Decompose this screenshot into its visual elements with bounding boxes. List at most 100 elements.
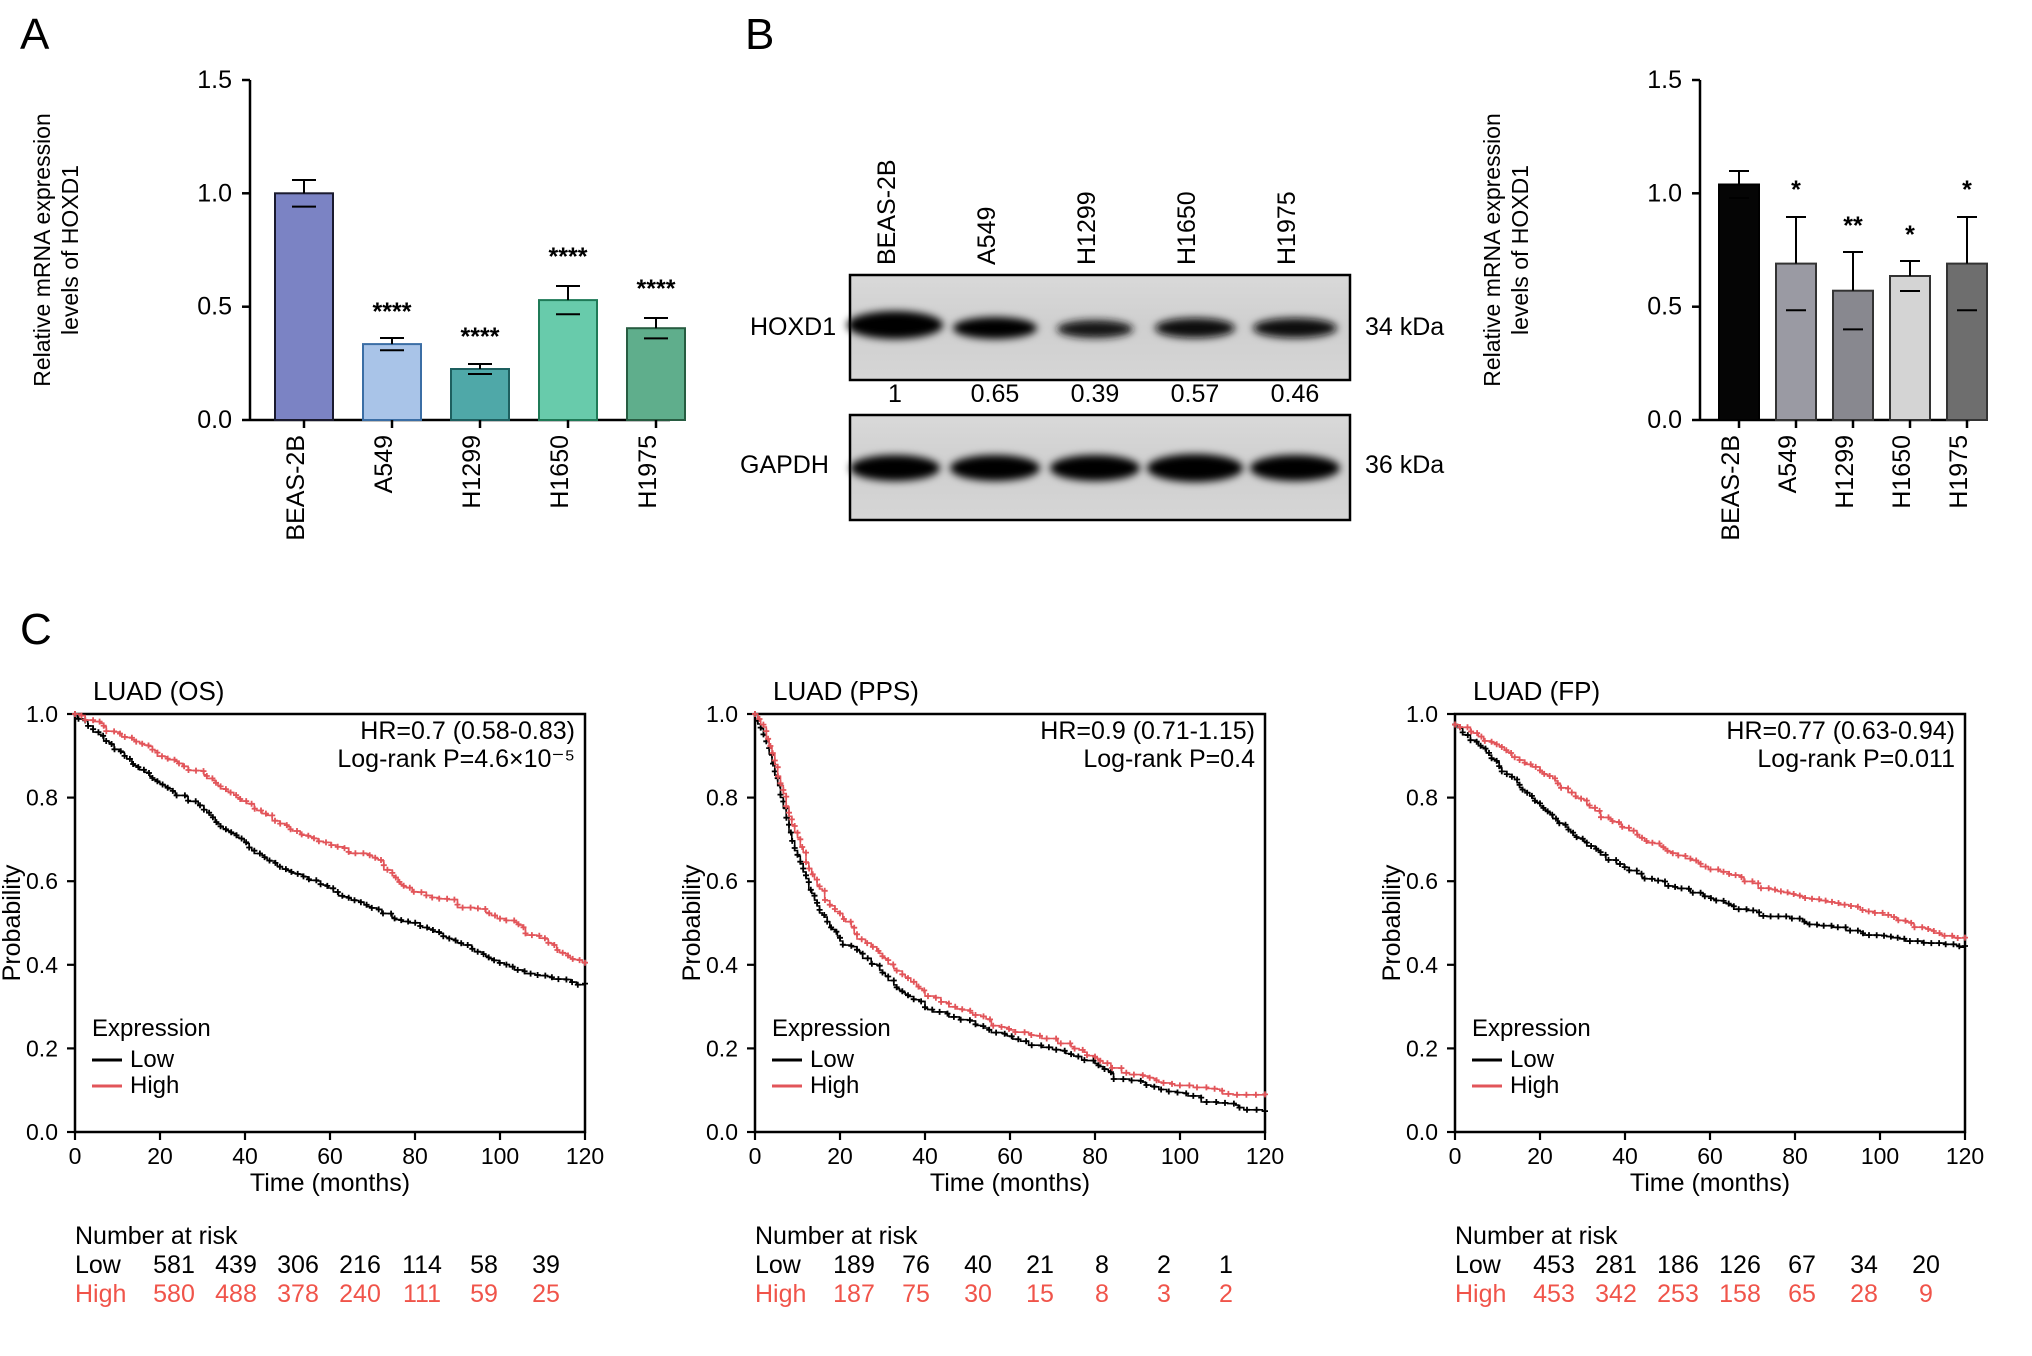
svg-text:H1975: H1975	[634, 435, 662, 509]
svg-text:1.5: 1.5	[1647, 66, 1682, 94]
svg-text:Log-rank P=4.6×10⁻⁵: Log-rank P=4.6×10⁻⁵	[337, 745, 575, 773]
svg-text:0.0: 0.0	[197, 406, 232, 434]
svg-text:Probability: Probability	[1378, 864, 1406, 981]
svg-text:0.2: 0.2	[26, 1035, 58, 1061]
svg-text:High: High	[130, 1072, 179, 1099]
svg-text:120: 120	[1246, 1143, 1284, 1169]
svg-text:LUAD (FP): LUAD (FP)	[1473, 676, 1600, 706]
svg-text:Low: Low	[130, 1046, 175, 1073]
svg-text:0.5: 0.5	[1647, 293, 1682, 321]
svg-text:0.46: 0.46	[1271, 380, 1320, 408]
svg-text:**: **	[1843, 212, 1863, 240]
svg-text:High: High	[810, 1072, 859, 1099]
svg-text:H1650: H1650	[1173, 191, 1201, 265]
svg-text:0.6: 0.6	[1406, 868, 1438, 894]
svg-text:H1299: H1299	[458, 435, 486, 509]
svg-text:HR=0.9 (0.71-1.15): HR=0.9 (0.71-1.15)	[1040, 717, 1255, 745]
svg-text:0.0: 0.0	[1647, 406, 1682, 434]
svg-text:High: High	[1510, 1072, 1559, 1099]
svg-text:60: 60	[1697, 1143, 1723, 1169]
svg-text:100: 100	[1861, 1143, 1899, 1169]
svg-text:****: ****	[549, 243, 588, 271]
svg-text:BEAS-2B: BEAS-2B	[282, 435, 310, 541]
svg-text:Low: Low	[1510, 1046, 1555, 1073]
svg-text:Log-rank P=0.011: Log-rank P=0.011	[1757, 745, 1955, 773]
svg-text:36 kDa: 36 kDa	[1365, 451, 1444, 479]
svg-text:80: 80	[1082, 1143, 1108, 1169]
svg-text:0: 0	[749, 1143, 762, 1169]
svg-text:H1299: H1299	[1073, 191, 1101, 265]
svg-text:A549: A549	[1774, 435, 1802, 493]
svg-text:*: *	[1791, 176, 1801, 204]
svg-text:GAPDH: GAPDH	[740, 451, 829, 479]
svg-text:20: 20	[827, 1143, 853, 1169]
svg-text:0.4: 0.4	[26, 952, 58, 978]
svg-text:****: ****	[637, 275, 676, 303]
svg-text:0: 0	[69, 1143, 82, 1169]
svg-text:Relative mRNA expression: Relative mRNA expression	[1479, 113, 1505, 387]
svg-text:60: 60	[317, 1143, 343, 1169]
svg-text:****: ****	[373, 298, 412, 326]
svg-text:****: ****	[461, 323, 500, 351]
svg-text:20: 20	[147, 1143, 173, 1169]
svg-text:BEAS-2B: BEAS-2B	[873, 159, 901, 265]
svg-text:A549: A549	[370, 435, 398, 493]
svg-text:0.8: 0.8	[1406, 785, 1438, 811]
svg-text:A549: A549	[973, 207, 1001, 265]
svg-text:1.0: 1.0	[706, 701, 738, 727]
svg-text:0.4: 0.4	[1406, 952, 1438, 978]
svg-text:1.0: 1.0	[197, 179, 232, 207]
svg-text:0.8: 0.8	[706, 785, 738, 811]
svg-text:0.39: 0.39	[1071, 380, 1120, 408]
svg-text:0.8: 0.8	[26, 785, 58, 811]
svg-text:0.0: 0.0	[26, 1119, 58, 1145]
svg-text:100: 100	[481, 1143, 519, 1169]
svg-text:120: 120	[1946, 1143, 1984, 1169]
svg-text:100: 100	[1161, 1143, 1199, 1169]
svg-text:1.0: 1.0	[1406, 701, 1438, 727]
svg-text:H1975: H1975	[1273, 191, 1301, 265]
svg-text:40: 40	[912, 1143, 938, 1169]
svg-text:H1299: H1299	[1831, 435, 1859, 509]
svg-text:H1650: H1650	[546, 435, 574, 509]
svg-text:1.5: 1.5	[197, 66, 232, 94]
svg-text:Relative mRNA expression: Relative mRNA expression	[29, 113, 55, 387]
svg-text:Time (months): Time (months)	[1630, 1169, 1790, 1197]
svg-text:Low: Low	[810, 1046, 855, 1073]
svg-text:60: 60	[997, 1143, 1023, 1169]
svg-text:Time (months): Time (months)	[930, 1169, 1090, 1197]
svg-text:34 kDa: 34 kDa	[1365, 313, 1444, 341]
svg-text:HR=0.77 (0.63-0.94): HR=0.77 (0.63-0.94)	[1726, 717, 1955, 745]
svg-text:0.5: 0.5	[197, 293, 232, 321]
svg-text:0.6: 0.6	[706, 868, 738, 894]
svg-text:levels of HOXD1: levels of HOXD1	[57, 165, 83, 335]
svg-text:0.2: 0.2	[1406, 1035, 1438, 1061]
svg-text:40: 40	[1612, 1143, 1638, 1169]
svg-text:*: *	[1962, 176, 1972, 204]
svg-text:0: 0	[1449, 1143, 1462, 1169]
svg-text:Expression: Expression	[1472, 1015, 1591, 1042]
svg-text:0.4: 0.4	[706, 952, 738, 978]
svg-text:1.0: 1.0	[1647, 179, 1682, 207]
svg-text:LUAD (PPS): LUAD (PPS)	[773, 676, 919, 706]
svg-text:HR=0.7 (0.58-0.83): HR=0.7 (0.58-0.83)	[360, 717, 575, 745]
svg-text:levels of HOXD1: levels of HOXD1	[1507, 165, 1533, 335]
svg-text:Log-rank P=0.4: Log-rank P=0.4	[1083, 745, 1255, 773]
svg-text:1: 1	[888, 380, 902, 408]
svg-text:Expression: Expression	[772, 1015, 891, 1042]
svg-text:Probability: Probability	[0, 864, 26, 981]
svg-text:20: 20	[1527, 1143, 1553, 1169]
svg-text:BEAS-2B: BEAS-2B	[1717, 435, 1745, 541]
svg-text:0.65: 0.65	[971, 380, 1020, 408]
svg-text:HOXD1: HOXD1	[750, 313, 836, 341]
svg-text:*: *	[1905, 221, 1915, 249]
svg-text:1.0: 1.0	[26, 701, 58, 727]
svg-text:Expression: Expression	[92, 1015, 211, 1042]
svg-text:Probability: Probability	[678, 864, 706, 981]
svg-text:Time (months): Time (months)	[250, 1169, 410, 1197]
svg-text:0.0: 0.0	[1406, 1119, 1438, 1145]
svg-text:LUAD (OS): LUAD (OS)	[93, 676, 224, 706]
svg-text:0.57: 0.57	[1171, 380, 1220, 408]
svg-text:120: 120	[566, 1143, 604, 1169]
svg-text:80: 80	[402, 1143, 428, 1169]
